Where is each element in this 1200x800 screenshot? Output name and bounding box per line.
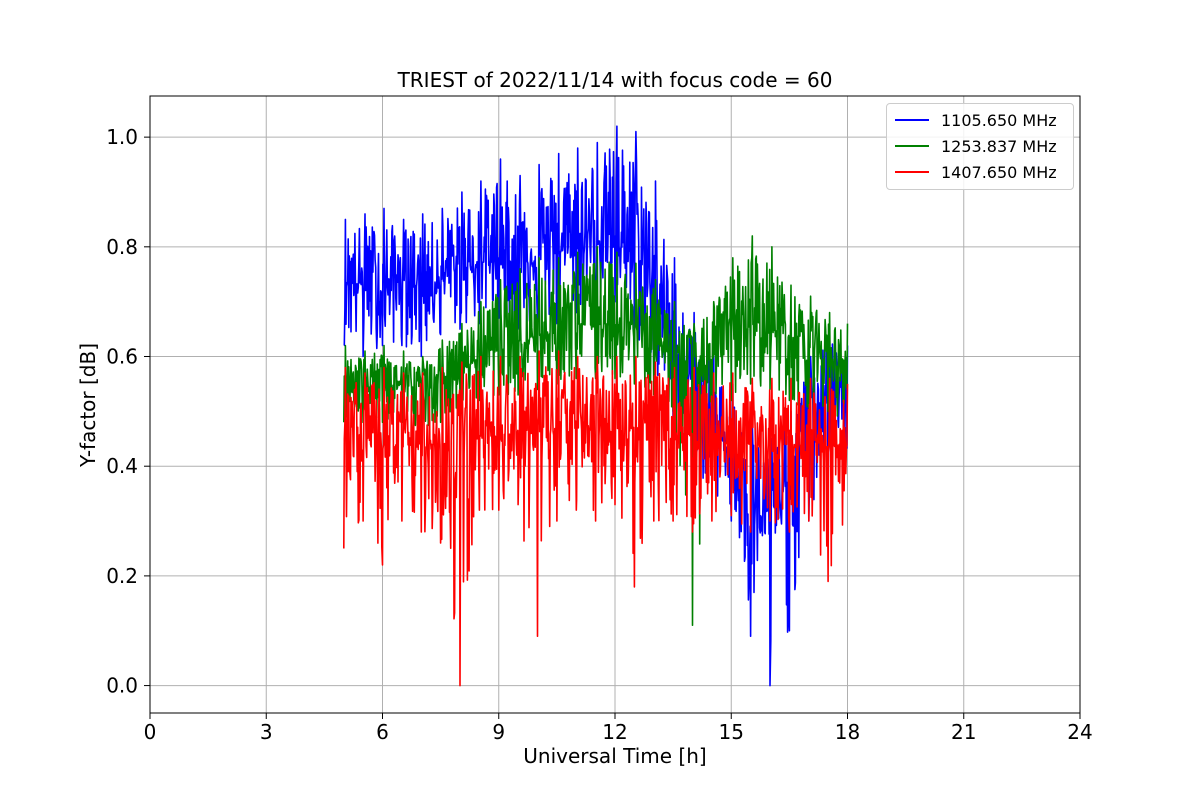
legend-item-1105: 1105.650 MHz [895, 110, 1057, 130]
x-axis-label: Universal Time [h] [523, 744, 707, 768]
x-tick-label: 18 [835, 720, 860, 744]
y-axis-label: Y-factor [dB] [76, 342, 100, 468]
plot-series [343, 125, 849, 687]
y-tick-label: 1.0 [106, 125, 138, 149]
x-tick-label: 3 [260, 720, 273, 744]
x-tick-label: 9 [492, 720, 505, 744]
legend: 1105.650 MHz 1253.837 MHz 1407.650 MHz [886, 103, 1074, 190]
y-tick-label: 0.8 [106, 235, 138, 259]
x-tick-label: 0 [144, 720, 157, 744]
legend-label-1407: 1407.650 MHz [941, 162, 1057, 182]
y-tick-label: 0.2 [106, 564, 138, 588]
y-tick-label: 0.0 [106, 674, 138, 698]
legend-item-1253: 1253.837 MHz [895, 136, 1057, 156]
y-tick-label: 0.6 [106, 345, 138, 369]
x-tick-label: 21 [951, 720, 976, 744]
legend-swatch-1105 [895, 119, 929, 121]
y-axis-ticks: 0.0 0.2 0.4 0.6 0.8 1.0 [106, 125, 150, 698]
legend-label-1253: 1253.837 MHz [941, 136, 1057, 156]
x-tick-label: 24 [1067, 720, 1092, 744]
x-tick-label: 12 [602, 720, 627, 744]
legend-swatch-1407 [895, 171, 929, 173]
legend-label-1105: 1105.650 MHz [941, 110, 1057, 130]
x-tick-label: 6 [376, 720, 389, 744]
series-3 [343, 350, 849, 687]
legend-item-1407: 1407.650 MHz [895, 162, 1057, 182]
x-tick-label: 15 [719, 720, 744, 744]
chart-title: TRIEST of 2022/11/14 with focus code = 6… [397, 68, 833, 92]
x-axis-ticks: 0 3 6 9 12 15 18 21 24 [144, 713, 1093, 744]
legend-swatch-1253 [895, 145, 929, 147]
series-line-3 [343, 350, 849, 687]
y-tick-label: 0.4 [106, 454, 138, 478]
